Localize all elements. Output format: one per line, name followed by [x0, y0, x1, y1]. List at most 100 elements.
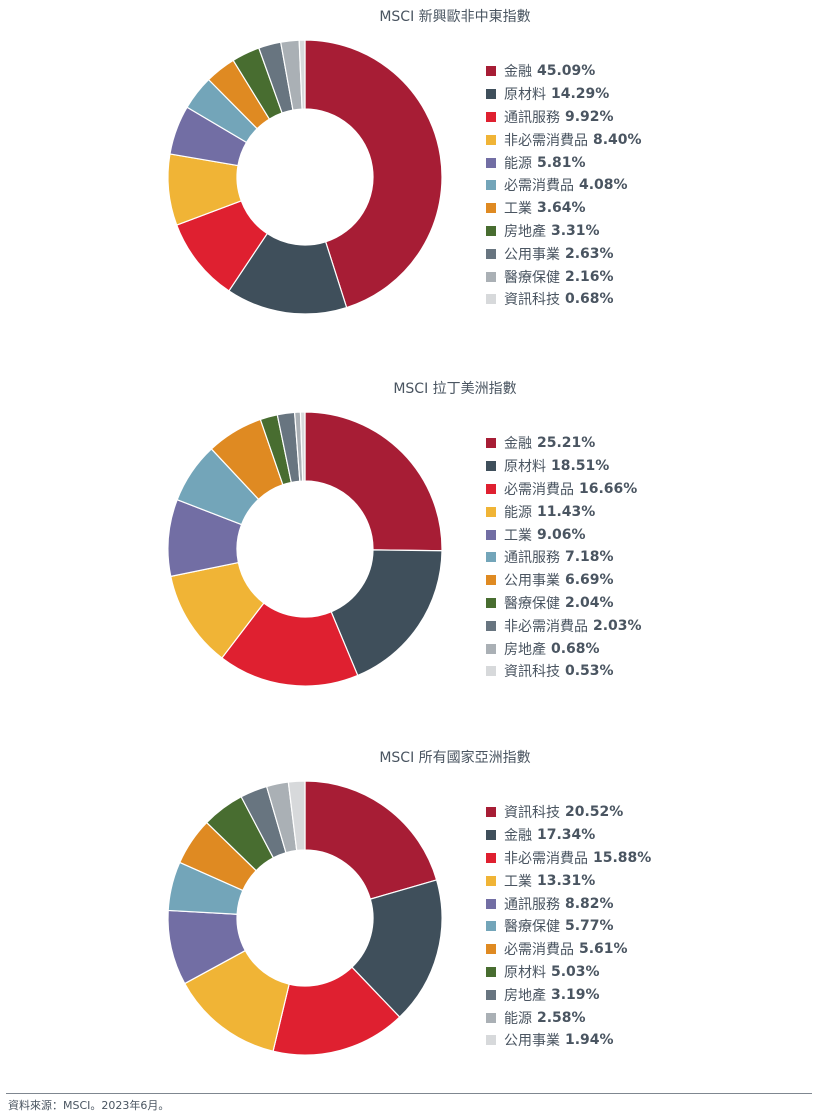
legend-value: 17.34% — [537, 827, 596, 844]
donut-slice — [287, 780, 306, 852]
chart-panel: MSCI 所有國家亞洲指數 資訊科技 20.52% 金融 17.34% 非必需消費品 15.… — [0, 747, 820, 1077]
legend-value: 9.92% — [565, 108, 614, 125]
legend-label: 能源 — [504, 504, 532, 521]
legend-label: 公用事業 — [504, 246, 560, 263]
legend-value: 18.51% — [551, 458, 610, 475]
legend-swatch — [486, 134, 496, 145]
legend-label: 工業 — [504, 873, 532, 890]
legend-label: 原材料 — [504, 964, 546, 981]
legend-item: 資訊科技 0.68% — [486, 288, 642, 311]
legend-label: 資訊科技 — [504, 664, 560, 681]
legend-swatch — [486, 271, 496, 282]
legend-item: 能源 5.81% — [486, 151, 642, 174]
legend-label: 必需消費品 — [504, 481, 574, 498]
legend-swatch — [486, 248, 496, 259]
legend-value: 0.53% — [565, 663, 614, 680]
legend-item: 能源 2.58% — [486, 1006, 651, 1029]
legend-swatch — [486, 875, 496, 886]
legend-swatch — [486, 597, 496, 608]
legend-item: 能源 11.43% — [486, 500, 642, 523]
legend-item: 非必需消費品 15.88% — [486, 847, 651, 870]
legend-label: 通訊服務 — [504, 550, 560, 567]
source-note: 資料來源：MSCI。2023年6月。 — [8, 1099, 170, 1112]
chart-title: MSCI 拉丁美洲指數 — [393, 381, 517, 397]
legend-label: 資訊科技 — [504, 805, 560, 822]
legend-item: 房地產 3.31% — [486, 220, 642, 243]
legend-label: 非必需消費品 — [504, 850, 588, 867]
legend-swatch — [486, 666, 496, 677]
legend-item: 必需消費品 16.66% — [486, 478, 642, 501]
legend-swatch — [486, 225, 496, 236]
donut-slice — [298, 39, 306, 110]
legend-swatch — [486, 111, 496, 122]
legend-label: 能源 — [504, 1010, 532, 1027]
legend-value: 2.03% — [593, 617, 642, 634]
legend-label: 房地產 — [504, 223, 546, 240]
legend-item: 通訊服務 7.18% — [486, 546, 642, 569]
legend-item: 房地產 3.19% — [486, 983, 651, 1006]
legend-label: 房地產 — [504, 987, 546, 1004]
legend-swatch — [486, 552, 496, 563]
chart-panel: MSCI 新興歐非中東指數 金融 45.09% 原材料 14.29% 通訊服務 9.92% 非… — [0, 6, 820, 336]
legend-label: 必需消費品 — [504, 942, 574, 959]
legend-label: 工業 — [504, 527, 532, 544]
legend-value: 8.40% — [593, 131, 642, 148]
legend-item: 工業 9.06% — [486, 523, 642, 546]
legend-swatch — [486, 1035, 496, 1046]
legend-value: 5.03% — [551, 963, 600, 980]
legend-label: 公用事業 — [504, 1033, 560, 1050]
legend-label: 醫療保健 — [504, 919, 560, 936]
legend-value: 4.08% — [579, 177, 628, 194]
chart-panel: MSCI 拉丁美洲指數 金融 25.21% 原材料 18.51% 必需消費品 16.66% 能… — [0, 378, 820, 708]
legend-item: 必需消費品 5.61% — [486, 938, 651, 961]
legend-swatch — [486, 483, 496, 494]
legend-label: 非必需消費品 — [504, 132, 588, 149]
legend-item: 醫療保健 2.04% — [486, 592, 642, 615]
chart-legend: 金融 45.09% 原材料 14.29% 通訊服務 9.92% 非必需消費品 8.40% 能源 5… — [486, 60, 642, 311]
legend-label: 金融 — [504, 436, 532, 453]
legend-swatch — [486, 898, 496, 909]
legend-item: 非必需消費品 2.03% — [486, 614, 642, 637]
legend-item: 工業 13.31% — [486, 869, 651, 892]
legend-value: 5.61% — [579, 941, 628, 958]
legend-item: 必需消費品 4.08% — [486, 174, 642, 197]
donut-slice — [304, 39, 443, 309]
legend-item: 醫療保健 5.77% — [486, 915, 651, 938]
legend-label: 金融 — [504, 64, 532, 81]
legend-value: 25.21% — [537, 435, 596, 452]
legend-value: 3.64% — [537, 200, 586, 217]
legend-value: 3.31% — [551, 222, 600, 239]
legend-swatch — [486, 89, 496, 100]
legend-label: 通訊服務 — [504, 109, 560, 126]
legend-swatch — [486, 529, 496, 540]
donut-slice — [351, 879, 443, 1018]
legend-value: 2.16% — [565, 268, 614, 285]
legend-swatch — [486, 1012, 496, 1023]
legend-value: 14.29% — [551, 86, 610, 103]
legend-value: 2.63% — [565, 245, 614, 262]
legend-label: 醫療保健 — [504, 269, 560, 286]
legend-swatch — [486, 944, 496, 955]
legend-value: 20.52% — [565, 804, 624, 821]
donut-chart — [167, 411, 443, 687]
chart-title: MSCI 新興歐非中東指數 — [379, 9, 531, 25]
legend-swatch — [486, 294, 496, 305]
donut-slice — [299, 411, 306, 482]
chart-legend: 資訊科技 20.52% 金融 17.34% 非必需消費品 15.88% 工業 13.31% 通訊… — [486, 801, 651, 1052]
legend-value: 8.82% — [565, 895, 614, 912]
legend-item: 醫療保健 2.16% — [486, 265, 642, 288]
legend-swatch — [486, 157, 496, 168]
legend-label: 房地產 — [504, 641, 546, 658]
legend-swatch — [486, 921, 496, 932]
legend-item: 房地產 0.68% — [486, 637, 642, 660]
legend-swatch — [486, 506, 496, 517]
donut-slice — [330, 549, 443, 677]
legend-item: 工業 3.64% — [486, 197, 642, 220]
legend-label: 資訊科技 — [504, 292, 560, 309]
chart-title: MSCI 所有國家亞洲指數 — [379, 750, 531, 766]
legend-label: 原材料 — [504, 87, 546, 104]
legend-item: 資訊科技 20.52% — [486, 801, 651, 824]
donut-chart — [167, 780, 443, 1056]
legend-swatch — [486, 852, 496, 863]
legend-label: 工業 — [504, 201, 532, 218]
